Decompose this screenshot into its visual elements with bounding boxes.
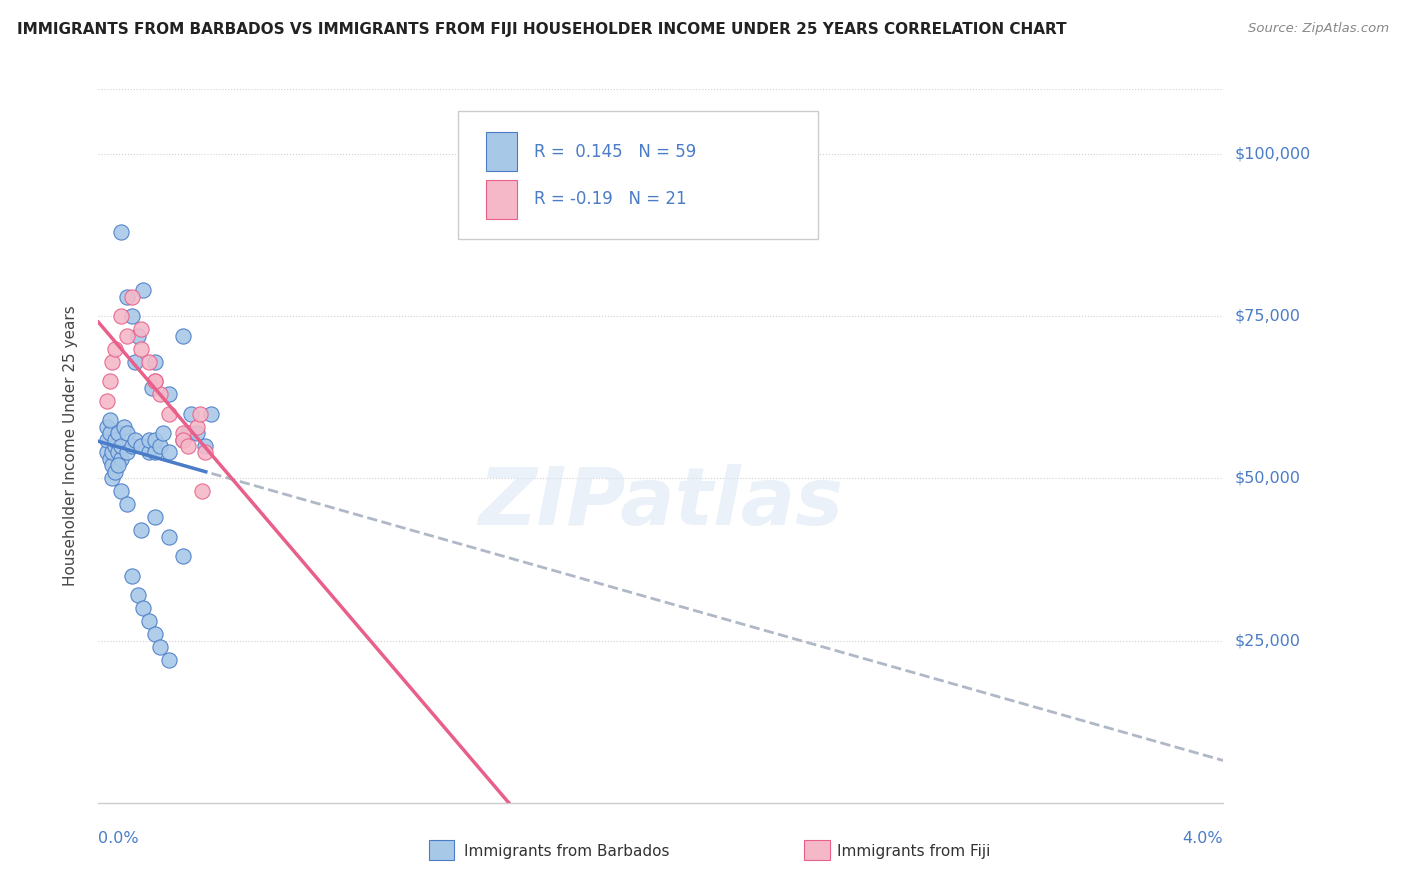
Point (152, 425, 174, 440)
Point (110, 452, 132, 467)
Point (104, 342, 127, 356)
Point (157, 530, 180, 544)
Text: $75,000: $75,000 (1234, 309, 1301, 324)
Point (101, 445, 124, 459)
Point (149, 640, 172, 654)
Point (96, 433, 118, 447)
Text: $25,000: $25,000 (1234, 633, 1301, 648)
Point (104, 465, 127, 479)
Text: IMMIGRANTS FROM BARBADOS VS IMMIGRANTS FROM FIJI HOUSEHOLDER INCOME UNDER 25 YEA: IMMIGRANTS FROM BARBADOS VS IMMIGRANTS F… (17, 22, 1067, 37)
Point (98, 452, 121, 467)
Point (115, 328, 138, 343)
Text: $50,000: $50,000 (1234, 471, 1301, 486)
Text: R = -0.19   N = 21: R = -0.19 N = 21 (534, 191, 686, 209)
Text: R =  0.145   N = 59: R = 0.145 N = 59 (534, 143, 696, 161)
Point (110, 484, 132, 499)
Point (132, 601, 155, 615)
Point (98, 413, 121, 427)
Point (115, 445, 138, 459)
Point (121, 310, 143, 324)
FancyBboxPatch shape (458, 111, 818, 239)
Text: 0.0%: 0.0% (98, 831, 139, 847)
Point (129, 439, 152, 453)
Point (107, 458, 129, 473)
Text: ZIPatlas: ZIPatlas (478, 464, 844, 542)
Point (143, 627, 166, 641)
Point (124, 433, 146, 447)
Point (200, 407, 222, 421)
Point (104, 439, 127, 453)
Point (186, 419, 208, 434)
Point (121, 439, 143, 453)
Point (107, 445, 129, 459)
Point (138, 354, 160, 368)
Point (157, 407, 180, 421)
Point (143, 374, 166, 388)
Point (172, 549, 194, 564)
Point (186, 425, 208, 440)
Point (172, 433, 194, 447)
Y-axis label: Householder Income Under 25 years: Householder Income Under 25 years (63, 306, 77, 586)
Point (98, 374, 121, 388)
Bar (486, 132, 517, 171)
Point (172, 328, 194, 343)
Point (115, 497, 138, 511)
Point (138, 614, 160, 628)
Point (101, 471, 124, 485)
Text: Immigrants from Barbados: Immigrants from Barbados (464, 845, 669, 859)
Point (149, 439, 172, 453)
Point (127, 328, 149, 343)
Point (129, 524, 152, 538)
Point (143, 510, 166, 524)
Point (157, 653, 180, 667)
Point (124, 354, 146, 368)
Text: Source: ZipAtlas.com: Source: ZipAtlas.com (1249, 22, 1389, 36)
Point (121, 290, 143, 304)
Point (129, 342, 152, 356)
Point (138, 445, 160, 459)
Point (110, 439, 132, 453)
Point (141, 381, 163, 395)
Point (172, 425, 194, 440)
Bar (486, 180, 517, 219)
Point (177, 425, 200, 440)
Point (129, 322, 152, 336)
Point (157, 445, 180, 459)
Point (110, 310, 132, 324)
Point (115, 290, 138, 304)
Point (110, 225, 132, 239)
Point (180, 407, 202, 421)
Point (143, 445, 166, 459)
Point (115, 425, 138, 440)
Point (127, 588, 149, 602)
Point (132, 283, 155, 297)
Point (191, 484, 214, 499)
Point (101, 458, 124, 473)
Point (96, 393, 118, 408)
Point (112, 419, 135, 434)
Point (143, 374, 166, 388)
Point (107, 425, 129, 440)
Point (101, 354, 124, 368)
Point (149, 387, 172, 401)
Point (138, 433, 160, 447)
Point (188, 407, 211, 421)
Point (177, 439, 200, 453)
Point (194, 439, 217, 453)
Text: Immigrants from Fiji: Immigrants from Fiji (837, 845, 990, 859)
Point (157, 387, 180, 401)
Point (143, 354, 166, 368)
Text: $100,000: $100,000 (1234, 146, 1310, 161)
Point (194, 445, 217, 459)
Point (98, 425, 121, 440)
Point (104, 433, 127, 447)
Point (121, 568, 143, 582)
Point (172, 433, 194, 447)
Point (96, 419, 118, 434)
Point (96, 445, 118, 459)
Point (143, 433, 166, 447)
Text: 4.0%: 4.0% (1182, 831, 1223, 847)
